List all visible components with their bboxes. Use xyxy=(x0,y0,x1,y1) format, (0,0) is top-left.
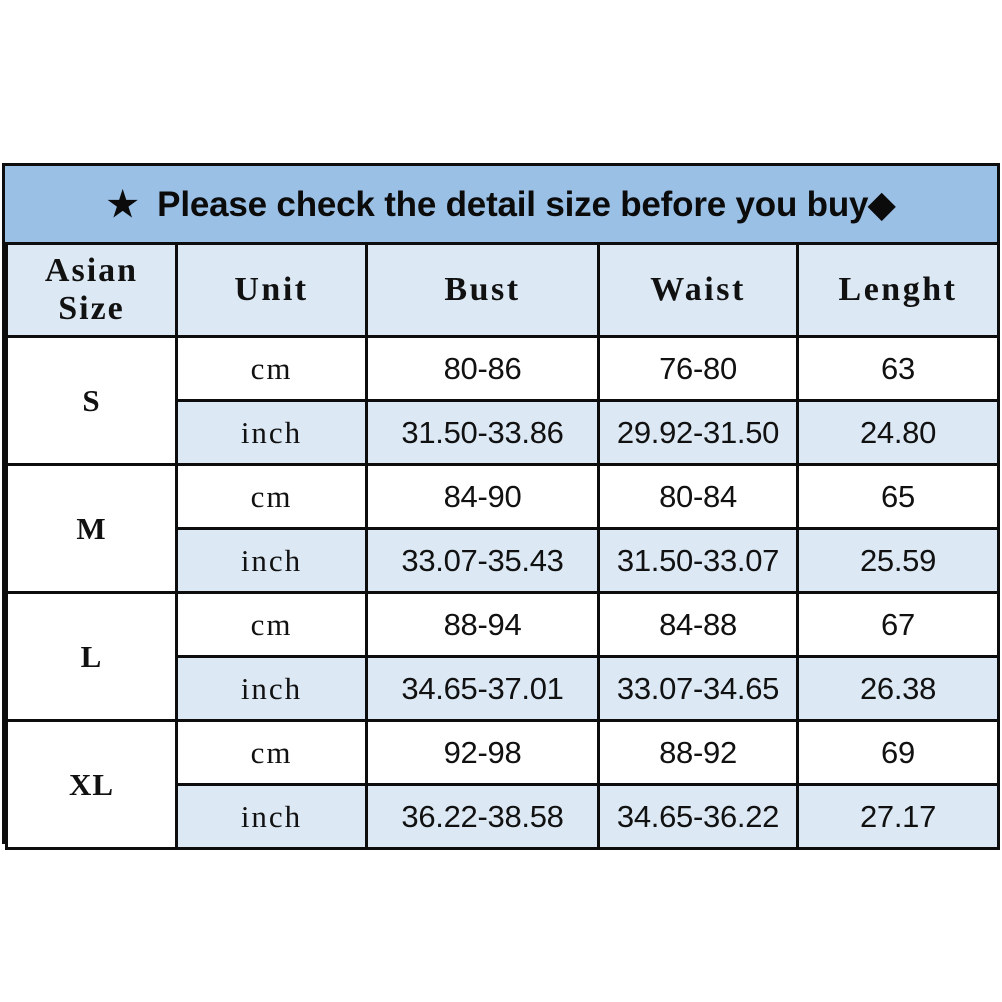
bust-cell: 84-90 xyxy=(365,463,600,530)
bust-cell: 92-98 xyxy=(365,719,600,786)
unit-cell: cm xyxy=(175,591,368,658)
header-bust: Bust xyxy=(365,245,600,338)
header-asian-size: Asian Size xyxy=(5,245,178,338)
bust-cell: 88-94 xyxy=(365,591,600,658)
size-label-m: M xyxy=(5,463,178,594)
banner-text: ★ Please check the detail size before yo… xyxy=(106,184,896,224)
unit-cell: cm xyxy=(175,719,368,786)
unit-cell: cm xyxy=(175,463,368,530)
table-row: inch 36.22-38.58 34.65-36.22 27.17 xyxy=(7,783,1000,850)
waist-cell: 88-92 xyxy=(597,719,799,786)
table-row: inch 34.65-37.01 33.07-34.65 26.38 xyxy=(7,655,1000,722)
unit-cell: inch xyxy=(175,783,368,850)
waist-cell: 34.65-36.22 xyxy=(597,783,799,850)
header-unit: Unit xyxy=(175,245,368,338)
bust-cell: 80-86 xyxy=(365,335,600,402)
unit-cell: inch xyxy=(175,527,368,594)
waist-cell: 29.92-31.50 xyxy=(597,399,799,466)
bust-cell: 36.22-38.58 xyxy=(365,783,600,850)
header-asian-size-line2: Size xyxy=(58,290,125,327)
size-chart-banner: ★ Please check the detail size before yo… xyxy=(5,166,997,245)
size-label-l: L xyxy=(5,591,178,722)
size-table: Asian Size Unit Bust Waist Lenght S cm 8… xyxy=(5,245,1000,850)
waist-cell: 80-84 xyxy=(597,463,799,530)
unit-cell: inch xyxy=(175,655,368,722)
size-chart: ★ Please check the detail size before yo… xyxy=(2,163,1000,850)
waist-cell: 76-80 xyxy=(597,335,799,402)
table-row: M cm 84-90 80-84 65 xyxy=(5,463,1000,594)
length-cell: 65 xyxy=(796,463,1000,530)
length-cell: 67 xyxy=(796,591,1000,658)
size-label-s: S xyxy=(5,335,178,466)
length-cell: 69 xyxy=(796,719,1000,786)
table-row: inch 33.07-35.43 31.50-33.07 25.59 xyxy=(7,527,1000,594)
bust-cell: 31.50-33.86 xyxy=(365,399,600,466)
length-cell: 26.38 xyxy=(796,655,1000,722)
waist-cell: 33.07-34.65 xyxy=(597,655,799,722)
unit-cell: inch xyxy=(175,399,368,466)
length-cell: 63 xyxy=(796,335,1000,402)
table-row: inch 31.50-33.86 29.92-31.50 24.80 xyxy=(7,399,1000,466)
length-cell: 24.80 xyxy=(796,399,1000,466)
waist-cell: 84-88 xyxy=(597,591,799,658)
table-header-row: Asian Size Unit Bust Waist Lenght xyxy=(5,245,1000,338)
table-row: XL cm 92-98 88-92 69 xyxy=(5,719,1000,850)
unit-cell: cm xyxy=(175,335,368,402)
header-length: Lenght xyxy=(796,245,1000,338)
waist-cell: 31.50-33.07 xyxy=(597,527,799,594)
table-row: S cm 80-86 76-80 63 xyxy=(5,335,1000,466)
length-cell: 25.59 xyxy=(796,527,1000,594)
size-label-xl: XL xyxy=(5,719,178,850)
bust-cell: 33.07-35.43 xyxy=(365,527,600,594)
header-waist: Waist xyxy=(597,245,799,338)
table-row: L cm 88-94 84-88 67 xyxy=(5,591,1000,722)
header-asian-size-line1: Asian xyxy=(44,251,139,289)
bust-cell: 34.65-37.01 xyxy=(365,655,600,722)
length-cell: 27.17 xyxy=(796,783,1000,850)
